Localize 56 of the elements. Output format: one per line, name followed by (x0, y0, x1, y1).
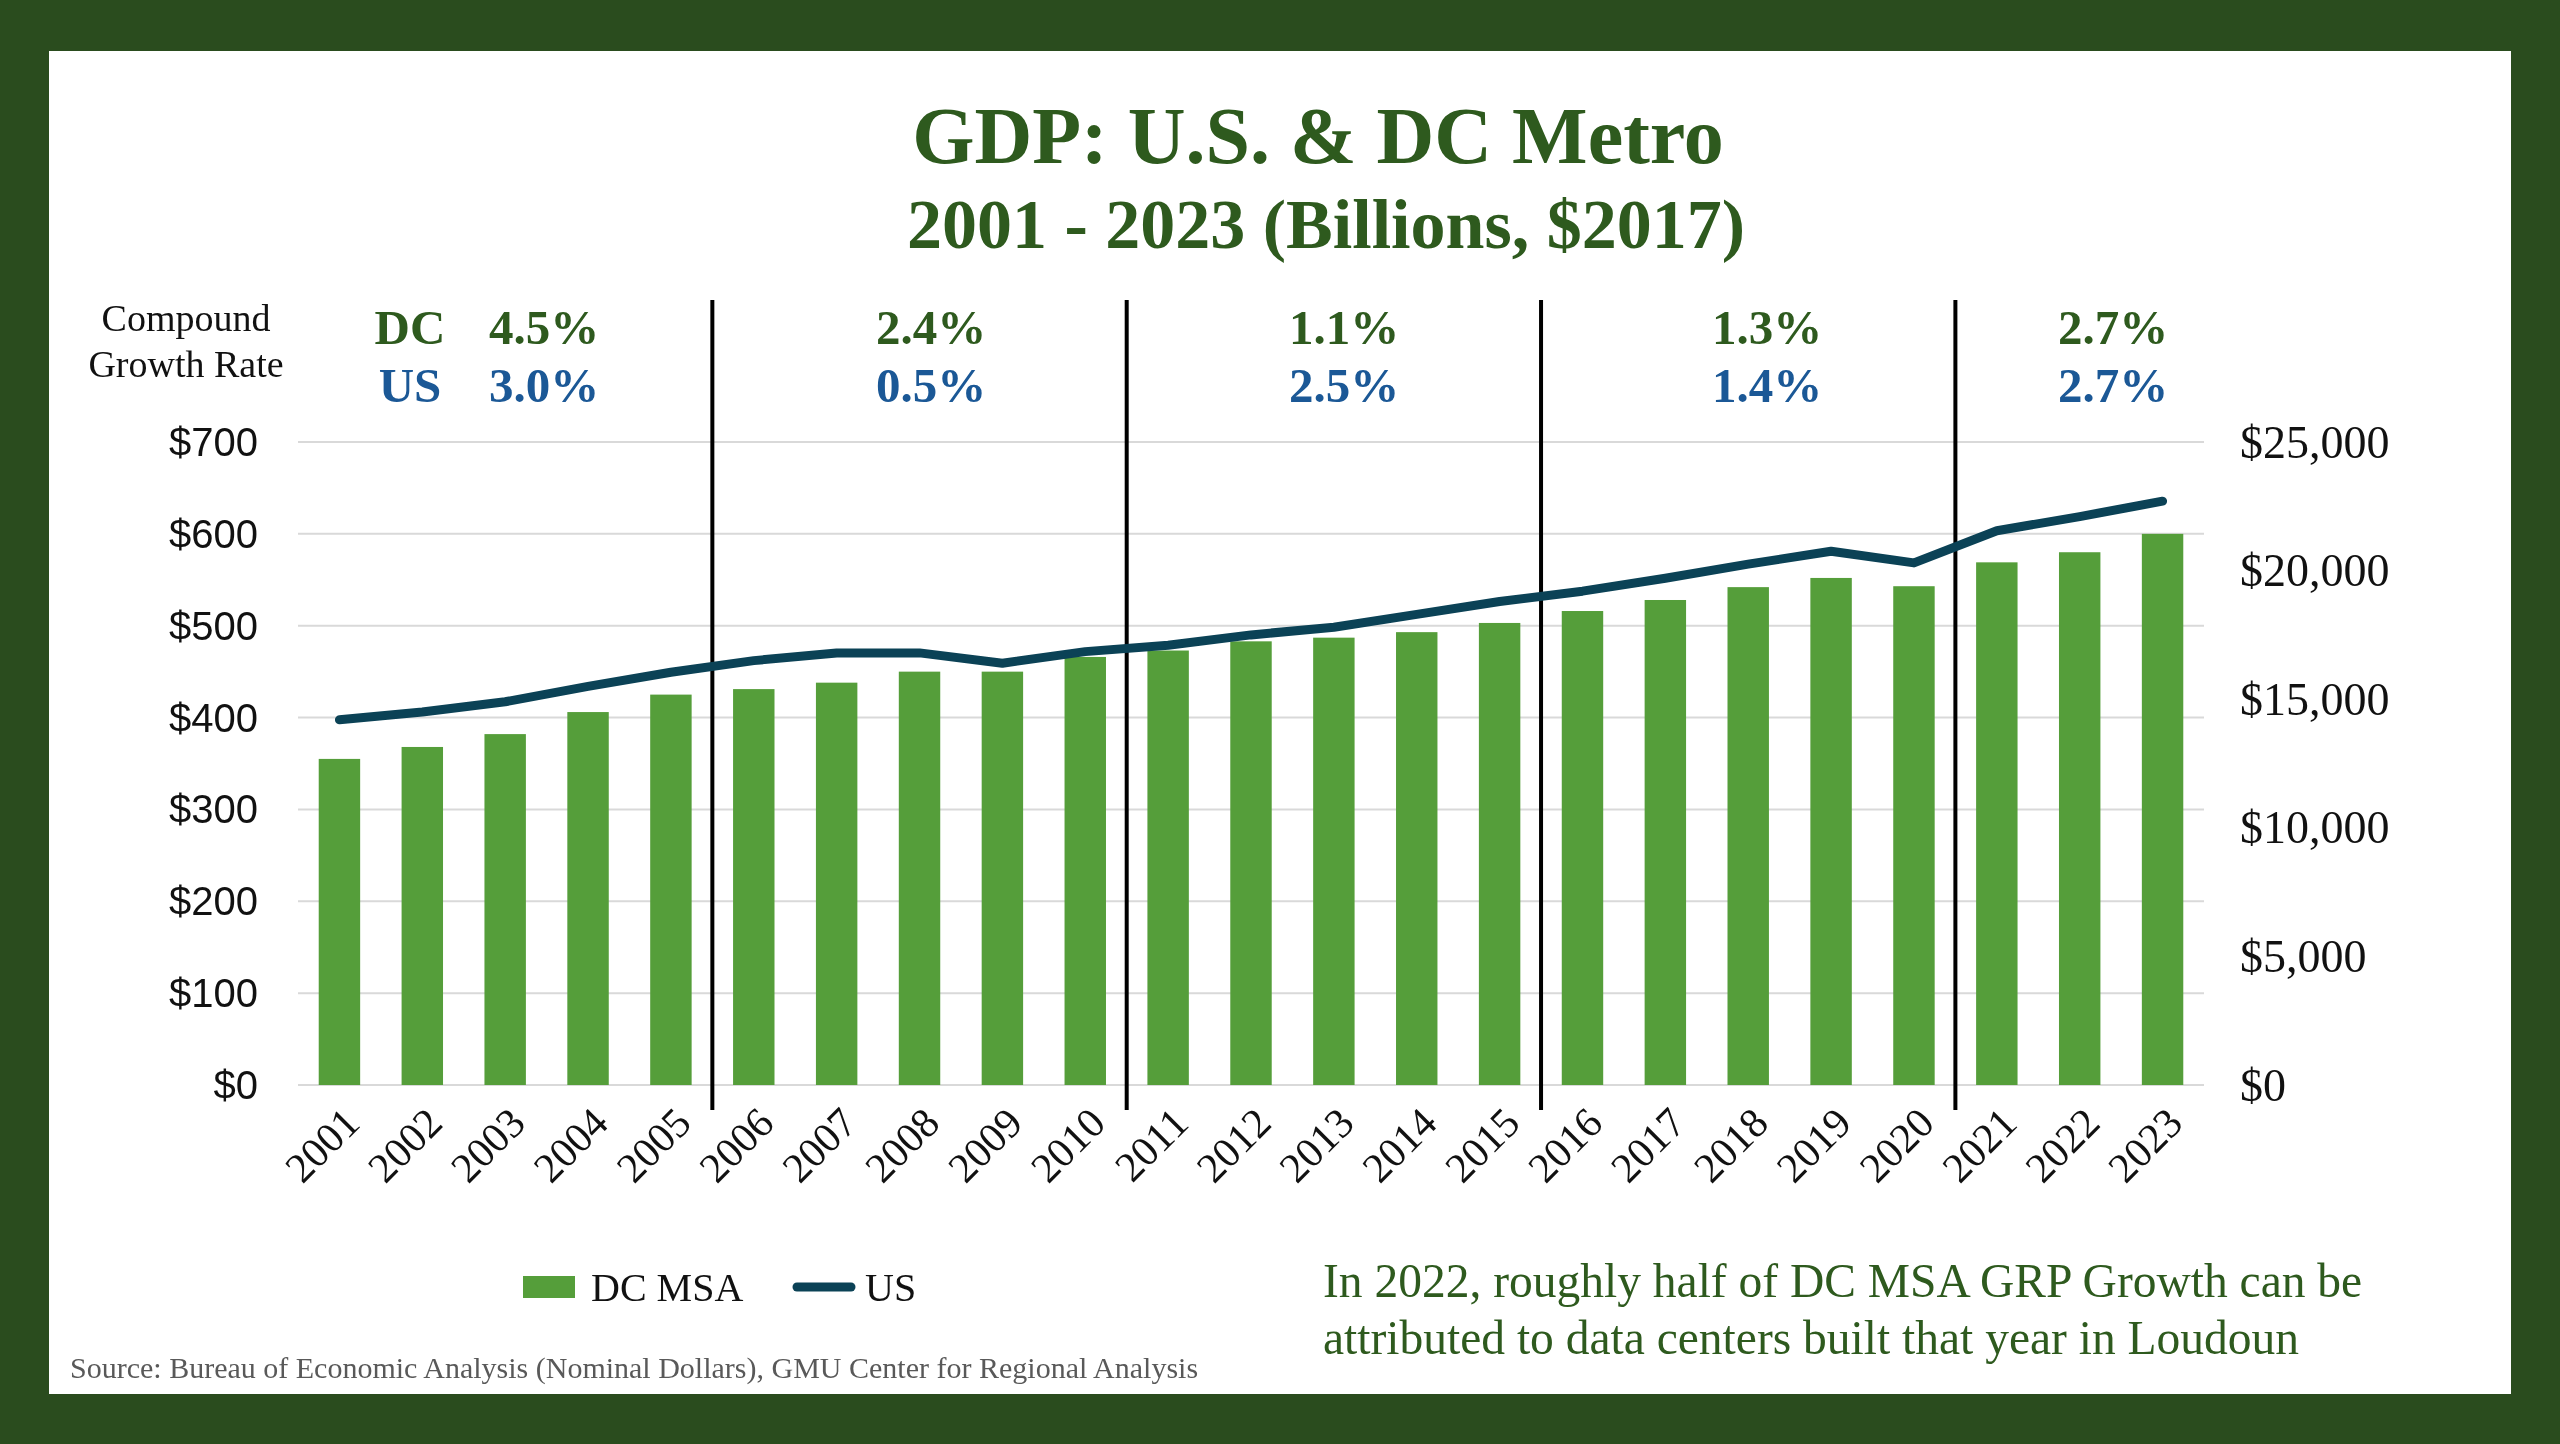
bar (1644, 599, 1687, 1085)
bar (567, 712, 609, 1085)
bar (981, 671, 1024, 1085)
y2-tick-label: $15,000 (2240, 673, 2390, 725)
text: 4.5% (488, 299, 600, 355)
text: 2.5% (1288, 357, 1400, 413)
text: Compound Growth Rate (88, 297, 284, 385)
bar (1561, 611, 1604, 1085)
y2-tick-label: $0 (2240, 1059, 2286, 1111)
bar (1313, 637, 1355, 1085)
bar (1230, 641, 1272, 1085)
text: 0.5% (875, 357, 987, 413)
text: 2.4% (875, 299, 987, 355)
bar (1478, 622, 1521, 1085)
text: US (378, 357, 442, 413)
bar (484, 734, 526, 1085)
text: In 2022, roughly half of DC MSA GRP Growth can be attributed to data centers built that year in Loudoun (1323, 1255, 2363, 1364)
y-tick-label: $300 (169, 787, 258, 832)
y2-tick-label: $20,000 (2240, 545, 2390, 597)
y-tick-label: $700 (169, 420, 258, 464)
bar (2058, 552, 2101, 1085)
text: 2.7% (2057, 299, 2169, 355)
y2-tick-label: $10,000 (2240, 802, 2390, 854)
legend-label: US (865, 1264, 917, 1310)
y2-tick-label: $5,000 (2240, 930, 2367, 982)
text: 1.4% (1711, 357, 1823, 413)
legend-label: DC MSA (591, 1264, 744, 1310)
text: 1.3% (1711, 299, 1823, 355)
bar (1810, 577, 1852, 1085)
y-tick-label: $200 (169, 879, 258, 924)
y-tick-label: $600 (169, 511, 258, 556)
bar (401, 746, 444, 1085)
bar (1727, 587, 1769, 1085)
chart-subtitle: 2001 - 2023 (Billions, $2017) (906, 185, 1746, 263)
source-note: Source: Bureau of Economic Analysis (Nominal Dollars), GMU Center for Regional Analysis (70, 1350, 1199, 1385)
bar (1147, 650, 1189, 1085)
text: 3.0% (488, 357, 600, 413)
bar (1396, 632, 1438, 1085)
bar (733, 689, 775, 1085)
y-tick-label: $500 (169, 603, 258, 648)
text: 1.1% (1288, 299, 1400, 355)
text: DC (374, 299, 446, 355)
bar (318, 758, 361, 1085)
bar (650, 694, 692, 1085)
chart-title: GDP: U.S. & DC Metro (912, 92, 1724, 180)
y-tick-label: $400 (169, 695, 258, 740)
bar (1976, 562, 2018, 1085)
y-tick-label: $100 (169, 971, 258, 1016)
bar (815, 682, 858, 1085)
bar (2141, 533, 2184, 1085)
y-tick-label: $0 (213, 1063, 258, 1107)
y2-tick-label: $25,000 (2240, 416, 2390, 468)
bar (898, 671, 941, 1085)
bar (1064, 656, 1106, 1085)
text: 2.7% (2057, 357, 2169, 413)
bar (1893, 586, 1935, 1085)
